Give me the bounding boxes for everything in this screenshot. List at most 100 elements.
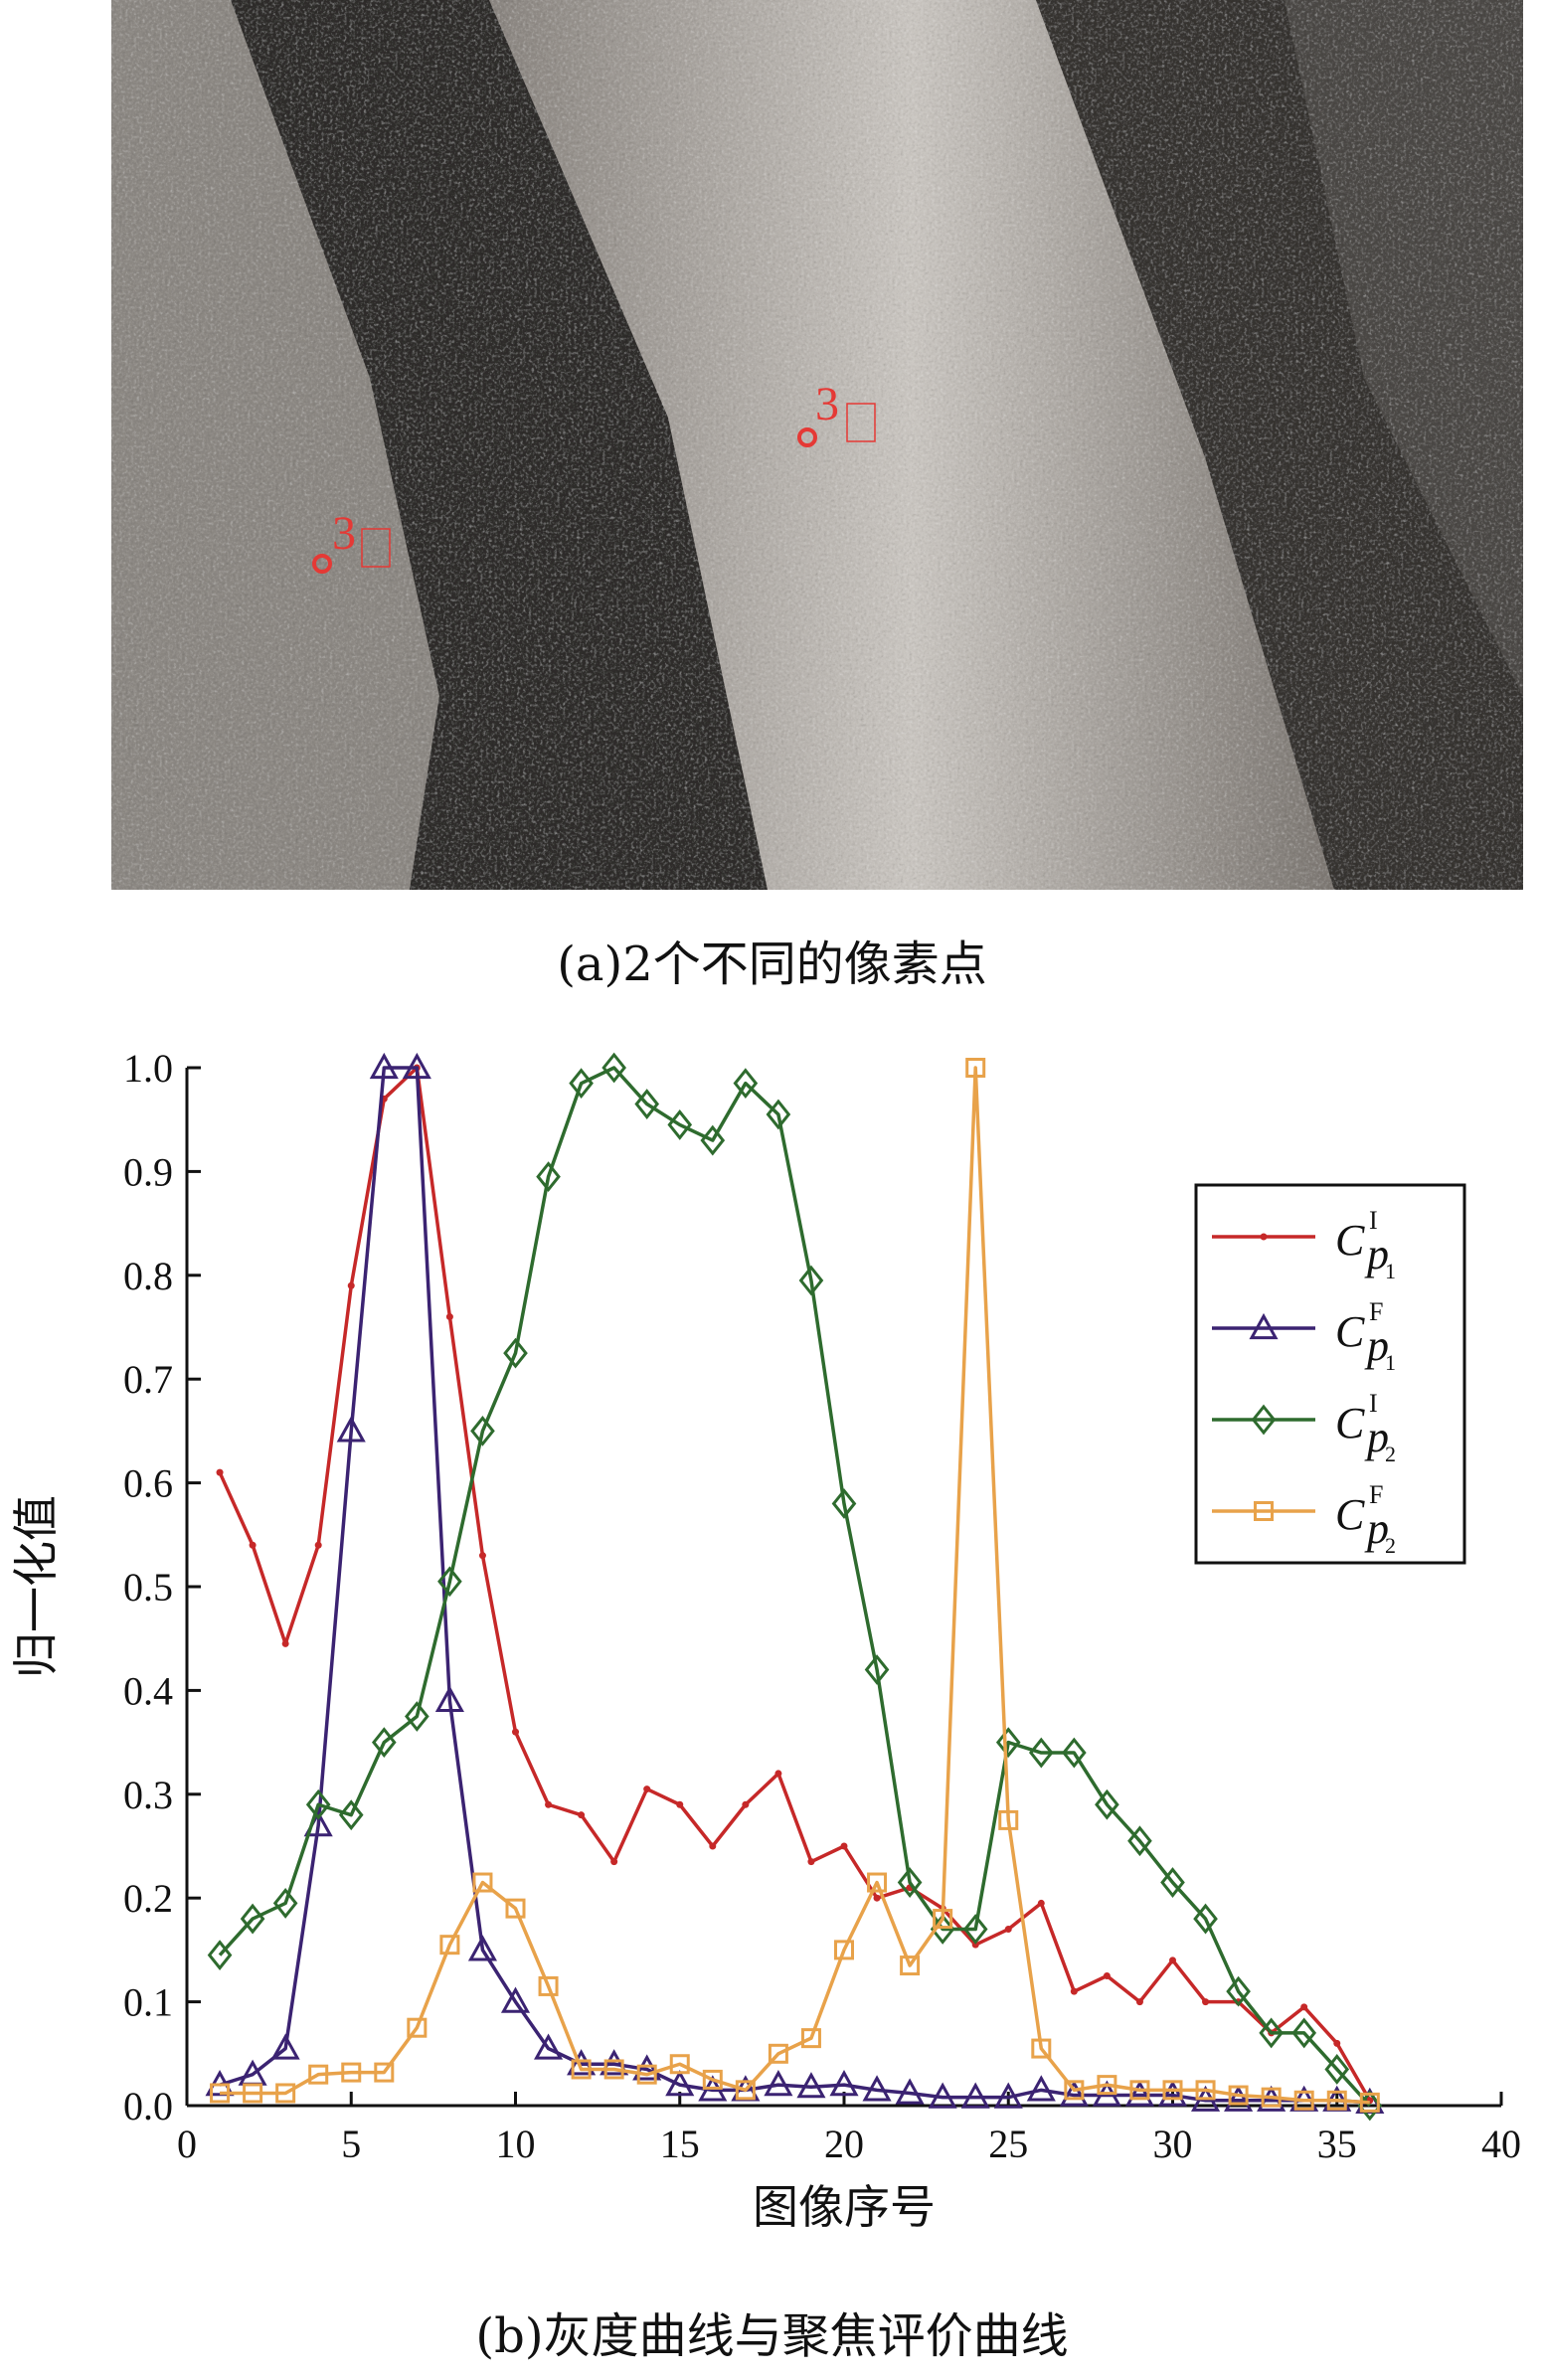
legend-marker xyxy=(1260,1233,1268,1241)
data-point xyxy=(774,1770,782,1778)
legend-label: C xyxy=(1335,1307,1365,1356)
data-point xyxy=(807,1858,815,1866)
data-point xyxy=(864,1654,890,1685)
data-point xyxy=(1293,2090,1314,2111)
data-point xyxy=(1169,1956,1176,1964)
data-point xyxy=(960,2082,990,2109)
data-point xyxy=(873,1894,881,1902)
data-point xyxy=(569,1068,594,1100)
data-point xyxy=(505,1898,526,1919)
data-point xyxy=(338,1799,364,1831)
data-point xyxy=(240,1903,265,1935)
data-point xyxy=(1160,1867,1185,1898)
data-point xyxy=(275,2083,296,2104)
data-point xyxy=(796,2072,826,2099)
y-tick-label: 0.9 xyxy=(123,1149,173,1194)
data-point xyxy=(1037,1899,1045,1907)
data-point xyxy=(1103,1972,1111,1979)
data-point xyxy=(1359,2092,1380,2113)
legend-label-superscript: F xyxy=(1369,1297,1383,1326)
data-point xyxy=(636,2064,657,2085)
data-point xyxy=(1326,2090,1347,2111)
data-point xyxy=(1195,2080,1216,2101)
data-point xyxy=(1127,1825,1152,1857)
y-tick-label: 0.2 xyxy=(123,1876,173,1921)
data-point xyxy=(270,2033,300,2060)
legend-label: C xyxy=(1335,1490,1365,1539)
data-point xyxy=(536,1161,561,1193)
data-point xyxy=(1064,2080,1085,2101)
data-point xyxy=(371,1727,397,1759)
series-3 xyxy=(207,1052,1383,2122)
data-point xyxy=(405,1701,429,1732)
data-point xyxy=(1124,2080,1154,2107)
data-point xyxy=(900,1955,921,1976)
data-point xyxy=(1031,2038,1052,2059)
series-4 xyxy=(210,1058,1380,2113)
data-point xyxy=(862,2075,892,2102)
legend-label-subsubscript: 1 xyxy=(1385,1259,1396,1283)
x-tick-label: 40 xyxy=(1481,2122,1521,2166)
data-point xyxy=(1129,2080,1150,2101)
data-point xyxy=(578,1811,586,1819)
y-tick-label: 0.5 xyxy=(123,1565,173,1610)
data-point xyxy=(1097,2075,1117,2096)
data-point xyxy=(993,2082,1023,2109)
data-point xyxy=(472,1872,493,1893)
data-point xyxy=(840,1842,848,1850)
data-point xyxy=(766,1099,791,1130)
x-tick-label: 35 xyxy=(1317,2122,1357,2166)
data-point xyxy=(470,1415,495,1446)
data-point xyxy=(437,1566,462,1598)
data-point xyxy=(700,1124,726,1156)
data-point xyxy=(1028,1737,1054,1769)
data-point xyxy=(1261,2087,1282,2108)
legend-label-superscript: F xyxy=(1369,1480,1383,1509)
data-point xyxy=(1193,1903,1218,1935)
data-point xyxy=(895,2078,925,2105)
data-point xyxy=(1226,1975,1251,2007)
data-point xyxy=(207,1940,233,1971)
legend-label-subscript: p xyxy=(1364,1321,1389,1370)
data-point xyxy=(800,2028,821,2049)
data-point xyxy=(600,2049,629,2076)
data-point xyxy=(998,1809,1019,1830)
data-point xyxy=(1333,2039,1341,2047)
data-point xyxy=(500,1986,531,2013)
legend-marker xyxy=(1254,1501,1274,1521)
chart-series xyxy=(205,1052,1385,2122)
data-point xyxy=(305,1788,331,1820)
x-tick-label: 25 xyxy=(988,2122,1028,2166)
data-point xyxy=(1004,1926,1012,1934)
data-point xyxy=(1291,2017,1317,2049)
data-point xyxy=(439,1935,460,1955)
pixel-marker-label: 3 xyxy=(815,378,839,430)
data-point xyxy=(829,2070,859,2097)
data-point xyxy=(735,2080,756,2101)
data-point xyxy=(545,1800,553,1808)
x-tick-label: 20 xyxy=(824,2122,864,2166)
data-point xyxy=(834,1940,854,1960)
data-point xyxy=(1157,2080,1188,2107)
data-point xyxy=(897,1867,923,1898)
data-point xyxy=(742,1800,750,1808)
data-point xyxy=(1026,2075,1056,2102)
data-point xyxy=(445,1313,453,1321)
data-point xyxy=(764,2070,793,2097)
y-tick-label: 0.0 xyxy=(123,2084,173,2128)
series-line xyxy=(218,1066,1372,2102)
data-point xyxy=(249,1541,257,1549)
data-point xyxy=(216,1468,224,1476)
data-point xyxy=(314,1541,322,1549)
legend-marker xyxy=(1251,1404,1277,1436)
data-point xyxy=(243,2083,263,2104)
data-point xyxy=(1202,1998,1210,2006)
x-tick-label: 5 xyxy=(341,2122,361,2166)
data-point xyxy=(467,1935,497,1961)
data-point xyxy=(272,1888,298,1919)
data-point xyxy=(308,2064,329,2085)
